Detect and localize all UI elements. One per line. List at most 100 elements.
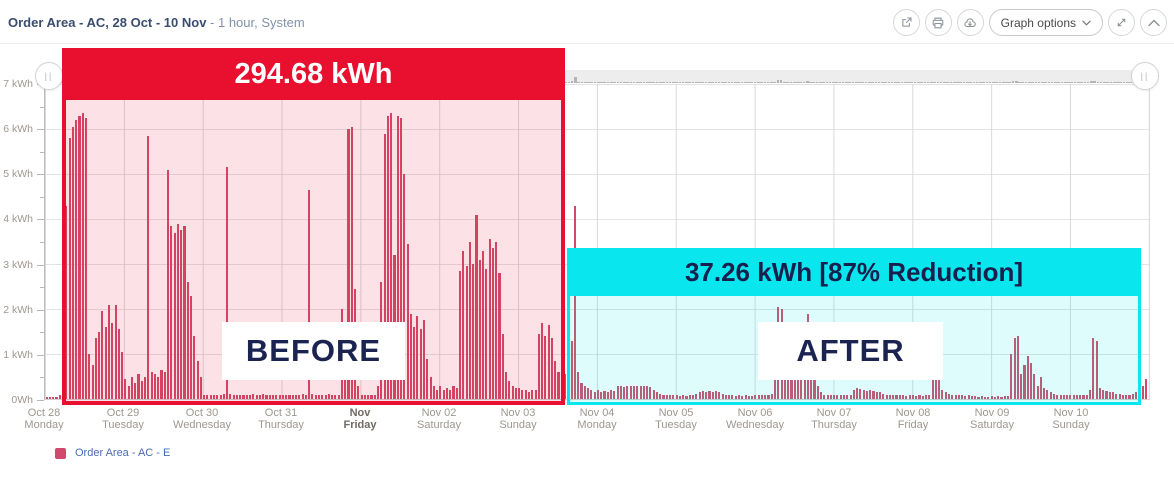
bar bbox=[1033, 374, 1036, 399]
minimap-bar bbox=[1119, 82, 1123, 83]
bar bbox=[964, 396, 967, 399]
expand-button[interactable] bbox=[1108, 9, 1135, 36]
minimap-bar bbox=[685, 82, 688, 83]
bar bbox=[577, 372, 580, 399]
bar bbox=[974, 396, 977, 399]
minimap-bar bbox=[779, 80, 783, 83]
bar bbox=[1108, 392, 1111, 399]
bar bbox=[468, 241, 471, 399]
minimap-bar bbox=[845, 82, 848, 83]
expand-icon bbox=[1117, 18, 1126, 27]
bar bbox=[1052, 393, 1056, 399]
minimap-bar bbox=[606, 82, 610, 83]
bar bbox=[511, 385, 514, 399]
y-axis-tick bbox=[40, 242, 44, 243]
scrollbar-left-handle[interactable]: || bbox=[35, 62, 63, 90]
bar bbox=[71, 126, 74, 399]
bar bbox=[583, 385, 586, 399]
bar bbox=[121, 351, 124, 399]
bar bbox=[596, 390, 599, 399]
graph-options-label: Graph options bbox=[1000, 15, 1076, 30]
minimap-bar bbox=[564, 82, 567, 83]
minimap-bar bbox=[1067, 82, 1070, 83]
bar bbox=[757, 395, 760, 399]
bar bbox=[997, 396, 1000, 399]
minimap-bar bbox=[626, 82, 629, 83]
bar bbox=[1072, 395, 1075, 399]
bar bbox=[153, 374, 156, 399]
bar bbox=[993, 396, 996, 399]
bar bbox=[327, 393, 330, 399]
y-axis-tick bbox=[37, 354, 44, 356]
minimap-bar bbox=[796, 81, 799, 83]
bar bbox=[852, 390, 855, 399]
bar bbox=[1062, 395, 1065, 399]
bar bbox=[1095, 340, 1098, 399]
legend-item[interactable]: Order Area - AC - E bbox=[55, 447, 170, 459]
bar bbox=[685, 395, 688, 399]
bar bbox=[869, 390, 872, 399]
minimap-bar bbox=[1109, 82, 1113, 83]
export-button[interactable] bbox=[892, 9, 920, 36]
bar bbox=[452, 385, 455, 399]
bar bbox=[1066, 395, 1069, 399]
bar bbox=[856, 387, 859, 399]
bar bbox=[1118, 393, 1121, 399]
bar bbox=[363, 394, 366, 399]
bar bbox=[173, 232, 176, 399]
minimap-bar bbox=[907, 82, 910, 83]
minimap-bar bbox=[1122, 82, 1126, 83]
bar bbox=[344, 376, 347, 399]
download-button[interactable] bbox=[956, 9, 984, 36]
bar bbox=[547, 324, 550, 399]
bar bbox=[924, 395, 928, 399]
bar bbox=[859, 389, 862, 399]
bar bbox=[623, 386, 626, 399]
bar bbox=[787, 367, 790, 399]
bar bbox=[465, 266, 468, 399]
bar bbox=[1082, 394, 1085, 399]
bar bbox=[94, 338, 97, 399]
minimap-bar bbox=[659, 82, 662, 83]
collapse-button[interactable] bbox=[1140, 9, 1167, 36]
bar bbox=[396, 115, 399, 399]
bar bbox=[711, 392, 714, 399]
bar bbox=[416, 315, 419, 399]
bar bbox=[898, 395, 901, 399]
minimap-bar bbox=[642, 82, 646, 83]
minimap-bar bbox=[593, 82, 597, 83]
bar bbox=[245, 394, 248, 399]
bar bbox=[235, 394, 238, 399]
bar bbox=[242, 395, 245, 399]
graph-options-button[interactable]: Graph options bbox=[988, 9, 1103, 36]
y-axis-label: 4 kWh bbox=[3, 213, 33, 226]
y-axis-tick bbox=[40, 196, 44, 198]
bar bbox=[508, 381, 511, 399]
minimap-bar bbox=[946, 82, 949, 83]
minimap-bar bbox=[825, 82, 829, 83]
bar bbox=[580, 383, 583, 399]
bar bbox=[1092, 338, 1095, 399]
bar bbox=[531, 390, 534, 399]
y-axis-label: 6 kWh bbox=[3, 123, 33, 136]
minimap-bar bbox=[743, 82, 747, 83]
minimap-bar bbox=[1044, 82, 1047, 83]
bar bbox=[1059, 394, 1062, 399]
bar bbox=[849, 394, 852, 399]
bar bbox=[449, 390, 452, 399]
x-axis-label: Nov Friday bbox=[343, 407, 377, 431]
bar bbox=[639, 385, 642, 399]
minimap-bar bbox=[753, 82, 757, 83]
bar bbox=[573, 205, 576, 399]
minimap-bar bbox=[619, 82, 623, 83]
bar bbox=[209, 394, 212, 399]
scrollbar-right-handle[interactable]: || bbox=[1131, 62, 1159, 90]
minimap-bar bbox=[776, 80, 780, 83]
y-axis-label: 2 kWh bbox=[3, 303, 33, 316]
bar bbox=[137, 374, 140, 399]
bar bbox=[557, 372, 560, 399]
print-button[interactable] bbox=[924, 9, 952, 36]
minimap-bar bbox=[675, 82, 678, 83]
bar bbox=[288, 394, 291, 399]
x-axis-label: Nov 08 Friday bbox=[895, 407, 931, 431]
